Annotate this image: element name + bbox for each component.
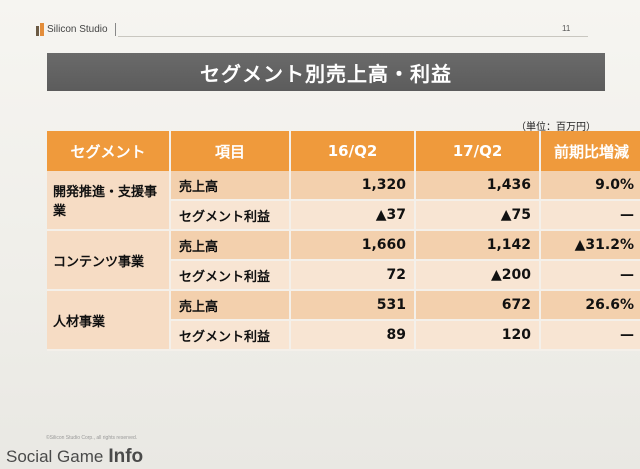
watermark-part1: Social Game	[6, 447, 104, 466]
value-17q2: ▲75	[415, 200, 541, 231]
watermark: Social Game Info	[6, 446, 144, 467]
segment-label: コンテンツ事業	[47, 230, 171, 291]
logo-text: Silicon Studio	[47, 23, 108, 35]
value-17q2: ▲200	[415, 260, 541, 291]
unit-note: （単位：百万円）	[516, 122, 596, 133]
value-change: —	[540, 260, 640, 291]
watermark-part2: Info	[108, 446, 144, 467]
table-row: セグメント利益 ▲37 ▲75 —	[47, 200, 640, 231]
header-rule	[118, 36, 588, 37]
company-logo: Silicon Studio	[36, 21, 116, 37]
value-change: 9.0%	[540, 171, 640, 201]
item-label: セグメント利益	[170, 260, 291, 291]
item-label: 売上高	[170, 171, 291, 201]
header-17q2: 17/Q2	[415, 131, 541, 171]
value-16q2: 531	[290, 290, 416, 321]
header-change: 前期比増減	[540, 131, 640, 171]
value-17q2: 672	[415, 290, 541, 321]
value-16q2: 1,320	[290, 171, 416, 201]
logo-icon	[36, 22, 44, 36]
value-17q2: 1,436	[415, 171, 541, 201]
item-label: セグメント利益	[170, 320, 291, 351]
copyright-text: ©Silicon Studio Corp., all rights reserv…	[46, 435, 138, 441]
value-change: —	[540, 320, 640, 351]
header-item: 項目	[170, 131, 291, 171]
value-17q2: 1,142	[415, 230, 541, 261]
value-16q2: 1,660	[290, 230, 416, 261]
item-label: 売上高	[170, 290, 291, 321]
table-row: 人材事業 売上高 531 672 26.6%	[47, 290, 640, 351]
table-row: セグメント利益 89 120 —	[47, 320, 640, 351]
value-change: —	[540, 200, 640, 231]
title-bar: セグメント別売上高・利益	[47, 53, 605, 91]
table-header-row: セグメント 項目 16/Q2 17/Q2 前期比増減	[47, 131, 640, 171]
value-16q2: ▲37	[290, 200, 416, 231]
value-16q2: 72	[290, 260, 416, 291]
table-row: セグメント利益 72 ▲200 —	[47, 260, 640, 291]
value-change: 26.6%	[540, 290, 640, 321]
value-16q2: 89	[290, 320, 416, 351]
segment-label: 人材事業	[47, 290, 171, 351]
table-row: コンテンツ事業 売上高 1,660 1,142 ▲31.2%	[47, 230, 640, 291]
logo-divider	[114, 22, 116, 36]
item-label: 売上高	[170, 230, 291, 261]
table-row: 開発推進・支援事業 売上高 1,320 1,436 9.0%	[47, 171, 640, 231]
header-16q2: 16/Q2	[290, 131, 416, 171]
header-segment: セグメント	[47, 131, 171, 171]
item-label: セグメント利益	[170, 200, 291, 231]
page-title: セグメント別売上高・利益	[200, 61, 452, 86]
segment-table: セグメント 項目 16/Q2 17/Q2 前期比増減 開発推進・支援事業 売上高…	[47, 131, 640, 351]
segment-label: 開発推進・支援事業	[47, 171, 171, 231]
page-number: 11	[562, 24, 571, 33]
value-change: ▲31.2%	[540, 230, 640, 261]
value-17q2: 120	[415, 320, 541, 351]
